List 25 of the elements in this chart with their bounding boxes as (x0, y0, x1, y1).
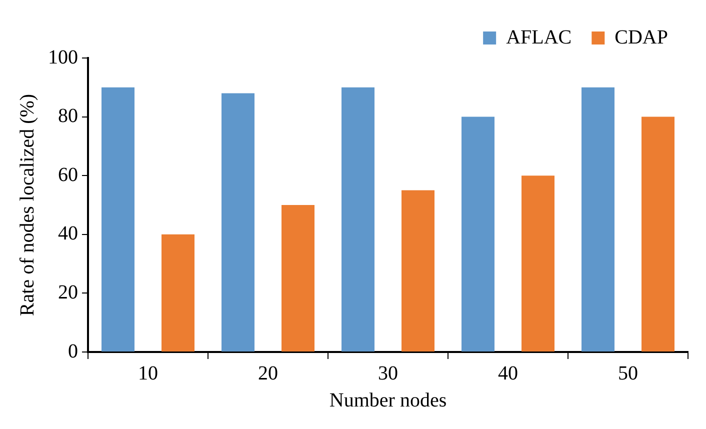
y-tick-label: 0 (68, 340, 78, 362)
y-tick-label: 40 (58, 222, 78, 245)
y-tick-label: 80 (58, 105, 78, 128)
bar (102, 87, 134, 352)
bar (642, 116, 674, 352)
bar (462, 116, 494, 352)
legend-label: AFLAC (506, 26, 572, 48)
x-tick-label: 30 (378, 362, 398, 384)
x-tick-label: 10 (138, 362, 158, 384)
y-tick-label: 100 (48, 46, 78, 68)
bar (402, 190, 434, 352)
y-tick-label: 20 (58, 281, 78, 304)
bar (342, 87, 374, 352)
legend-label: CDAP (614, 26, 668, 48)
bar (582, 87, 614, 352)
x-tick-label: 40 (498, 362, 518, 384)
y-axis-title: Rate of nodes localized (%) (16, 94, 38, 316)
x-tick-label: 20 (258, 362, 278, 384)
bar (222, 93, 254, 352)
bar (282, 205, 314, 352)
bar (522, 176, 554, 352)
y-tick-label: 60 (58, 164, 78, 186)
bar (162, 234, 194, 352)
x-tick-label: 50 (618, 362, 638, 384)
x-axis-title: Number nodes (329, 389, 447, 412)
